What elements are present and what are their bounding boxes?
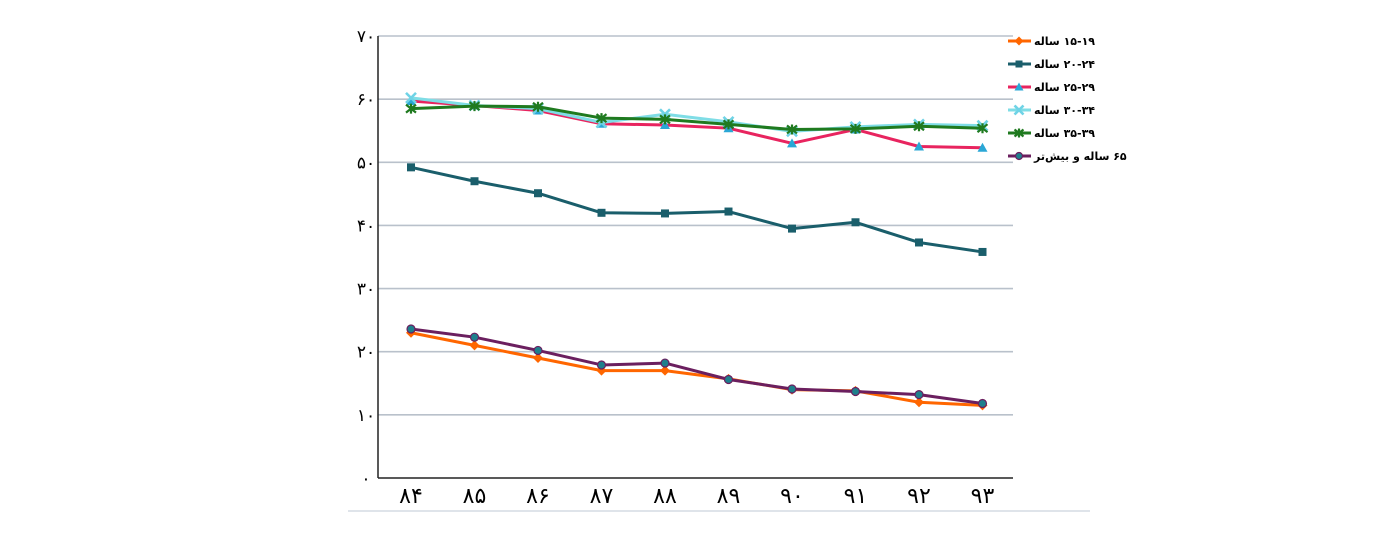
y-tick-label: ۶۰ <box>357 90 375 110</box>
axes <box>348 36 1090 512</box>
data-point <box>787 138 797 148</box>
data-point <box>597 208 606 217</box>
data-point <box>977 142 988 152</box>
data-point <box>406 324 416 334</box>
legend-label: ۳۵-۳۹ ساله <box>1034 127 1095 140</box>
data-point <box>849 123 862 134</box>
series-group <box>407 163 987 256</box>
data-point <box>532 101 544 112</box>
x-tick-label: ۹۲ <box>907 484 931 509</box>
data-point <box>787 384 797 394</box>
data-point <box>659 114 671 125</box>
data-point <box>914 390 924 400</box>
data-point <box>976 123 989 134</box>
series-line <box>410 104 983 131</box>
legend-label: ۶۵ ساله و بیش‌تر <box>1033 150 1127 163</box>
data-point <box>405 103 417 114</box>
legend-marker <box>1013 104 1025 116</box>
x-tick-label: ۸۷ <box>590 484 614 509</box>
y-tick-label: ۰ <box>361 469 370 489</box>
gridlines <box>378 35 1013 416</box>
data-point <box>407 163 415 172</box>
data-point <box>661 209 669 218</box>
legend-marker <box>1015 60 1023 68</box>
legend-item: ۲۰-۲۴ ساله <box>1008 58 1095 71</box>
data-point <box>914 397 924 408</box>
series-group <box>405 101 989 135</box>
y-tick-label: ۷۰ <box>357 27 375 47</box>
data-point <box>660 358 670 368</box>
data-point <box>913 121 925 132</box>
y-tick-label: ۴۰ <box>357 216 375 236</box>
legend-item: ۶۵ ساله و بیش‌تر <box>1008 150 1127 163</box>
x-tick-label: ۸۶ <box>526 484 550 509</box>
legend-item: ۲۵-۲۹ ساله <box>1008 81 1095 94</box>
legend-item: ۳۰-۳۴ ساله <box>1008 104 1095 117</box>
legend-marker <box>1013 128 1025 138</box>
data-point <box>468 101 481 112</box>
x-tick-label: ۸۵ <box>463 484 487 509</box>
data-point <box>469 340 480 351</box>
series-line <box>410 165 983 254</box>
data-point <box>978 247 987 256</box>
legend-marker <box>1014 151 1024 161</box>
legend-marker <box>1014 36 1024 46</box>
data-point <box>724 207 733 216</box>
legend: ۱۵-۱۹ ساله ۲۰-۲۴ ساله ۲۵-۲۹ ساله ۳۰-۳۴ ساله… <box>1008 35 1127 163</box>
x-tick-label: ۸۸ <box>653 484 677 509</box>
data-point <box>977 398 988 409</box>
data-point <box>470 177 479 186</box>
data-point <box>406 96 416 106</box>
legend-item: ۱۵-۱۹ ساله <box>1008 35 1095 48</box>
y-tick-label: ۳۰ <box>357 280 375 300</box>
data-point <box>722 119 735 130</box>
data-point <box>405 91 417 104</box>
data-point <box>850 386 861 397</box>
series-line <box>410 327 983 405</box>
y-tick-label: ۱۰ <box>357 406 375 426</box>
legend-marker <box>1014 82 1024 91</box>
data-point <box>660 365 670 376</box>
data-point <box>788 224 796 233</box>
data-point <box>786 124 798 135</box>
series-line <box>410 331 983 407</box>
x-tick-label: ۸۴ <box>399 484 423 509</box>
data-point <box>596 360 607 370</box>
data-point <box>915 238 923 247</box>
x-tick-label: ۹۰ <box>780 484 804 509</box>
data-point <box>469 332 480 342</box>
x-tick-labels: ۸۴ ۸۵ ۸۶ ۸۷ ۸۸ ۸۹ ۹۰ ۹۱ ۹۲ ۹۳ <box>399 484 994 509</box>
legend-label: ۱۵-۱۹ ساله <box>1034 35 1095 48</box>
data-point <box>660 120 670 130</box>
y-tick-label: ۵۰ <box>357 153 375 173</box>
legend-label: ۲۰-۲۴ ساله <box>1034 58 1095 71</box>
x-tick-label: ۹۳ <box>971 484 995 509</box>
x-tick-label: ۸۹ <box>717 484 741 509</box>
series-lines <box>405 91 989 411</box>
data-point <box>534 189 542 198</box>
legend-label: ۲۵-۲۹ ساله <box>1034 81 1095 94</box>
y-tick-label: ۲۰ <box>357 343 375 363</box>
legend-item: ۳۵-۳۹ ساله <box>1008 127 1095 140</box>
data-point <box>723 374 734 385</box>
x-tick-label: ۹۱ <box>844 484 868 509</box>
legend-label: ۳۰-۳۴ ساله <box>1034 104 1095 117</box>
y-tick-labels: ۰ ۱۰ ۲۰ ۳۰ ۴۰ ۵۰ ۶۰ ۷۰ <box>357 27 375 489</box>
data-point <box>595 113 608 124</box>
data-point <box>533 353 543 364</box>
data-point <box>533 345 543 356</box>
data-point <box>914 141 924 151</box>
series-group <box>406 324 988 409</box>
data-point <box>851 218 860 227</box>
